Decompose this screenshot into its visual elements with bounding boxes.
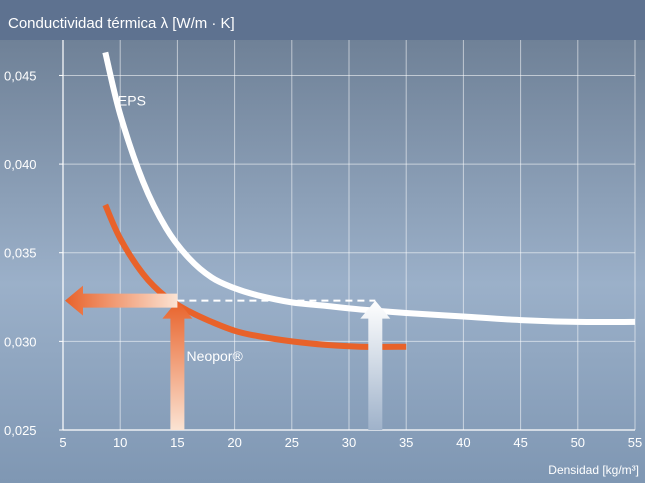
title-band xyxy=(0,0,645,40)
y-tick-label: 0,040 xyxy=(4,157,37,172)
grid xyxy=(62,40,636,431)
x-tick-label: 50 xyxy=(571,435,585,450)
x-tick-label: 35 xyxy=(399,435,413,450)
y-tick-label: 0,030 xyxy=(4,334,37,349)
x-tick-label: 5 xyxy=(59,435,66,450)
y-tick-label: 0,025 xyxy=(4,423,37,438)
x-tick-label: 10 xyxy=(113,435,127,450)
x-axis-label: Densidad [kg/m³] xyxy=(548,463,639,477)
annotation-arrows xyxy=(65,285,391,430)
y-axis-ticks: 0,025 0,030 0,035 0,040 0,045 xyxy=(4,68,63,438)
x-tick-label: 55 xyxy=(628,435,642,450)
x-tick-label: 30 xyxy=(342,435,356,450)
eps-density-arrow xyxy=(360,300,391,430)
y-tick-label: 0,045 xyxy=(4,68,37,83)
series-label-eps: EPS xyxy=(118,93,146,109)
series-lines: EPS Neopor® xyxy=(102,51,636,364)
series-line-neopor xyxy=(102,203,407,350)
y-tick-label: 0,035 xyxy=(4,246,37,261)
conductivity-arrow xyxy=(65,285,178,316)
x-tick-label: 25 xyxy=(285,435,299,450)
x-tick-label: 15 xyxy=(170,435,184,450)
series-line-eps xyxy=(102,51,636,326)
x-axis-ticks: 5 10 15 20 25 30 35 40 45 50 55 xyxy=(59,435,642,450)
neopor-density-arrow xyxy=(162,300,193,430)
series-label-neopor: Neopor® xyxy=(187,348,244,364)
x-tick-label: 20 xyxy=(227,435,241,450)
chart-title: Conductividad térmica λ [W/m · K] xyxy=(8,15,235,32)
x-tick-label: 40 xyxy=(456,435,470,450)
x-tick-label: 45 xyxy=(513,435,527,450)
plot-area xyxy=(0,40,645,483)
